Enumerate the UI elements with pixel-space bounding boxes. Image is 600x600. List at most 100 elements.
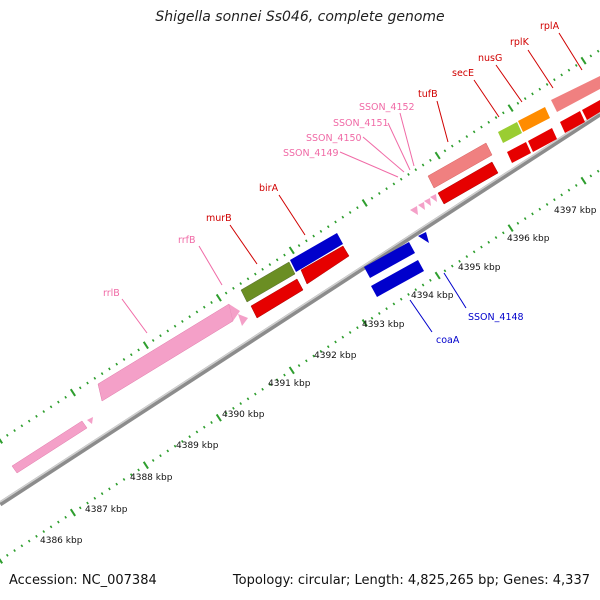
tick-lower-minor	[370, 316, 374, 320]
tick-lower-minor	[574, 183, 578, 187]
feature-tufB-pink[interactable]	[427, 142, 493, 189]
gene-label[interactable]: SSON_4149	[283, 148, 339, 159]
feature-rplK[interactable]	[551, 76, 600, 112]
feature-murB-red[interactable]	[250, 278, 304, 319]
feature-SSON_4149[interactable]	[410, 206, 418, 215]
tick-upper-major	[507, 104, 514, 113]
tick-lower-minor	[326, 345, 330, 349]
feature-SSON_4151[interactable]	[424, 198, 431, 206]
feature-rrfB-small[interactable]	[87, 417, 93, 424]
feature-murB[interactable]	[240, 261, 296, 303]
feature-SSON_4152[interactable]	[430, 194, 437, 202]
tick-lower-minor	[399, 297, 403, 301]
tick-upper-minor	[305, 239, 308, 243]
tick-upper-minor	[341, 215, 345, 219]
tick-upper-minor	[108, 367, 111, 371]
tick-upper-minor	[326, 225, 330, 229]
tick-upper-minor	[115, 362, 119, 366]
feature-coaA-upper[interactable]	[364, 242, 415, 278]
feature-rrlB-arrowhead[interactable]	[229, 304, 240, 321]
tick-lower-minor	[27, 539, 31, 543]
feature-birA-red[interactable]	[300, 245, 350, 285]
tick-upper-minor	[202, 305, 206, 309]
gene-label[interactable]: rrfB	[178, 235, 196, 246]
tick-lower-minor	[297, 364, 301, 368]
tick-lower-major	[142, 461, 149, 470]
genome-backbone-highlight	[0, 111, 600, 503]
gene-label[interactable]: tufB	[418, 89, 438, 100]
gene-label[interactable]: nusG	[478, 53, 502, 64]
tick-upper-major	[0, 438, 4, 444]
feature-rrlB-part1[interactable]	[11, 420, 88, 474]
gene-label[interactable]: rplA	[540, 21, 560, 32]
tick-lower-minor	[129, 473, 133, 477]
tick-lower-minor	[421, 283, 425, 287]
tick-lower-minor	[501, 231, 505, 235]
tick-lower-minor	[356, 326, 359, 330]
tick-lower-minor	[253, 392, 257, 396]
feature-tufB-red[interactable]	[437, 161, 499, 205]
tick-upper-minor	[480, 125, 483, 129]
tick-lower-minor	[93, 496, 97, 500]
tick-lower-minor	[443, 269, 447, 273]
gene-label[interactable]: SSON_4152	[359, 102, 415, 113]
tick-row-lower	[0, 169, 600, 564]
feature-nusG[interactable]	[518, 107, 550, 132]
tick-lower-minor	[465, 255, 469, 258]
tick-upper-minor	[472, 130, 476, 134]
tick-lower-minor	[567, 188, 571, 192]
tick-upper-minor	[596, 49, 600, 53]
feature-secE-red[interactable]	[507, 142, 531, 163]
feature-SSON_4150[interactable]	[418, 202, 425, 210]
feature-nusG-red[interactable]	[528, 128, 557, 152]
gene-label[interactable]: coaA	[436, 335, 460, 346]
tick-lower-minor	[348, 330, 352, 334]
genome-backbone	[0, 111, 600, 507]
tick-lower-minor	[5, 553, 9, 557]
tick-lower-minor	[35, 534, 38, 538]
tick-upper-minor	[268, 263, 272, 267]
gene-label[interactable]: murB	[206, 213, 232, 224]
tick-lower-minor	[166, 449, 170, 453]
gene-leader-line	[278, 194, 306, 236]
tick-lower-minor	[64, 515, 67, 519]
tick-upper-minor	[181, 320, 184, 323]
gene-label[interactable]: rrlB	[103, 288, 120, 299]
tick-lower-minor	[151, 458, 155, 462]
feature-rrlB-part2[interactable]	[97, 303, 234, 402]
gene-label[interactable]: secE	[452, 68, 474, 79]
gene-label[interactable]: SSON_4148	[468, 312, 524, 323]
tick-upper-minor	[210, 301, 213, 304]
feature-coaA-small[interactable]	[418, 232, 429, 243]
gene-leader-line	[387, 122, 411, 171]
gene-leader-line	[436, 100, 449, 143]
tick-upper-minor	[589, 54, 593, 58]
feature-rrfB-marker[interactable]	[238, 314, 248, 326]
scale-label: 4389 kbp	[176, 441, 219, 451]
tick-upper-minor	[86, 381, 89, 385]
tick-upper-minor	[399, 177, 403, 181]
tick-lower-minor	[137, 468, 140, 472]
gene-label[interactable]: SSON_4150	[306, 133, 362, 144]
feature-birA-upper[interactable]	[290, 233, 343, 272]
map-title: Shigella sonnei Ss046, complete genome	[155, 9, 445, 25]
tick-upper-minor	[538, 87, 542, 91]
gene-label[interactable]: SSON_4151	[333, 118, 389, 129]
tick-lower-minor	[407, 293, 410, 296]
tick-lower-minor	[341, 335, 345, 339]
gene-label[interactable]: birA	[259, 183, 279, 194]
feature-rplK-red[interactable]	[560, 111, 585, 133]
tick-upper-minor	[334, 220, 337, 224]
feature-rplA-red[interactable]	[582, 100, 600, 120]
genome-stats: Topology: circular; Length: 4,825,265 bp…	[232, 573, 590, 588]
tick-row-upper	[0, 49, 600, 444]
gene-leader-line	[443, 272, 467, 309]
tick-upper-minor	[458, 139, 461, 143]
feature-coaA[interactable]	[371, 260, 424, 297]
gene-label[interactable]: rplK	[510, 37, 530, 48]
scale-label: 4396 kbp	[507, 234, 550, 244]
gene-leader-line	[229, 224, 258, 265]
tick-lower-minor	[392, 302, 396, 306]
feature-secE[interactable]	[498, 122, 522, 143]
